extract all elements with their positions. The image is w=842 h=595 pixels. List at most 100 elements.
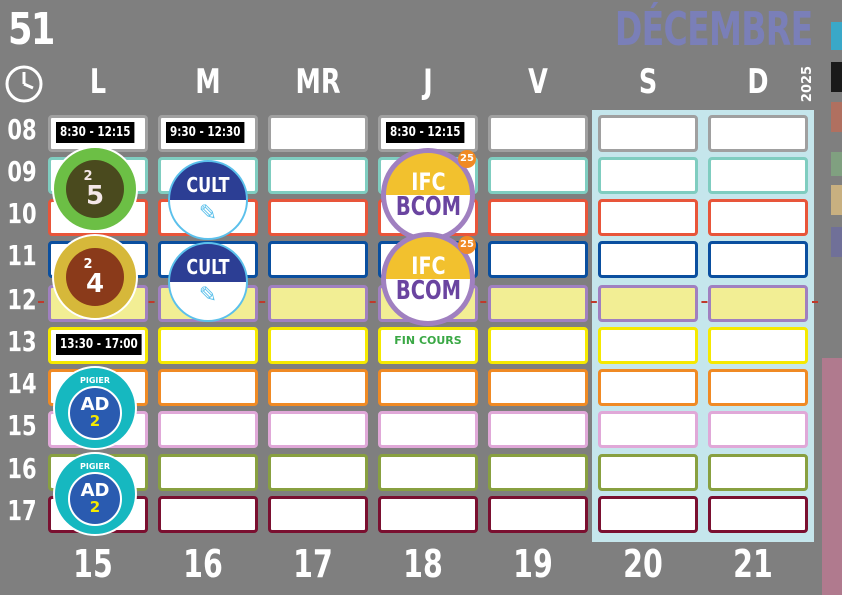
slot-cell[interactable] [158, 496, 258, 533]
badge-school: PIGIER [79, 461, 110, 471]
badge-bottom: 4 [85, 268, 105, 299]
slot-cell[interactable] [598, 157, 698, 194]
slot-cell[interactable] [708, 285, 808, 322]
hour-label: 11 [7, 239, 37, 272]
date-label: 17 [293, 542, 333, 586]
side-bar [822, 358, 842, 595]
slot-cell[interactable] [598, 369, 698, 406]
legend-swatch [831, 62, 842, 92]
time-label: 8:30 - 12:15 [386, 122, 465, 143]
slot-cell[interactable] [708, 199, 808, 236]
badge-num: 2 [89, 412, 101, 430]
slot-cell[interactable] [378, 454, 478, 491]
slot-cell[interactable] [708, 157, 808, 194]
slot-cell[interactable] [598, 285, 698, 322]
slot-cell[interactable] [708, 411, 808, 448]
date-label: 21 [733, 542, 773, 586]
day-header: D [747, 62, 769, 102]
slot-cell[interactable] [268, 241, 368, 278]
badge-ifc-bcom[interactable]: IFC BCOM [381, 148, 475, 242]
slot-cell[interactable] [378, 496, 478, 533]
badge-cult[interactable]: CULT ✎ [168, 160, 248, 240]
slot-cell[interactable] [488, 411, 588, 448]
slot-cell[interactable] [268, 285, 368, 322]
badge-bottom: 5 [85, 180, 105, 211]
slot-cell[interactable] [488, 327, 588, 364]
slot-cell[interactable] [488, 496, 588, 533]
slot-cell[interactable] [598, 327, 698, 364]
hour-label: 13 [7, 325, 37, 358]
date-label: 20 [623, 542, 663, 586]
slot-cell[interactable] [488, 199, 588, 236]
badge-ad2[interactable]: PIGIER AD 2 [53, 366, 137, 450]
hour-label: 16 [7, 452, 37, 485]
badge-label: CULT [186, 255, 230, 279]
badge-bottom: BCOM [395, 192, 461, 222]
slot-cell[interactable] [488, 454, 588, 491]
badge-25[interactable]: 2 5 [52, 146, 138, 232]
badge-top: 2 [83, 256, 93, 272]
slot-cell[interactable] [598, 199, 698, 236]
date-label: 15 [73, 542, 113, 586]
hour-label: 14 [7, 367, 37, 400]
slot-cell[interactable] [268, 327, 368, 364]
slot-cell[interactable] [268, 199, 368, 236]
badge-ifc-bcom[interactable]: IFC BCOM [381, 232, 475, 326]
slot-cell[interactable] [598, 411, 698, 448]
year-label: 2025 [799, 65, 815, 103]
hour-label: 08 [7, 113, 37, 146]
badge-school: PIGIER [79, 375, 110, 385]
edit-icon: ✎ [198, 201, 218, 226]
hour-label: 15 [7, 409, 37, 442]
slot-cell[interactable] [268, 115, 368, 152]
hour-label: 17 [7, 494, 37, 527]
badge-cult[interactable]: CULT ✎ [168, 242, 248, 322]
week-number: 51 [8, 4, 55, 55]
date-label: 16 [183, 542, 223, 586]
day-header: V [528, 62, 548, 102]
slot-cell[interactable] [158, 454, 258, 491]
slot-cell[interactable] [488, 115, 588, 152]
badge-top: 2 [83, 168, 93, 184]
badge-top: IFC [410, 168, 446, 196]
slot-cell[interactable] [488, 285, 588, 322]
slot-cell[interactable] [158, 411, 258, 448]
slot-cell[interactable] [158, 327, 258, 364]
slot-cell[interactable] [488, 369, 588, 406]
day-header: L [89, 62, 107, 102]
fin-cours-note: FIN COURS [394, 334, 462, 347]
slot-cell[interactable] [598, 241, 698, 278]
edit-icon: ✎ [198, 283, 218, 308]
slot-cell[interactable] [708, 369, 808, 406]
slot-cell[interactable] [378, 411, 478, 448]
badge-24[interactable]: 2 4 [52, 234, 138, 320]
badge-main: AD [80, 480, 110, 501]
legend-swatch [831, 22, 842, 50]
slot-cell[interactable] [708, 496, 808, 533]
badge-ad2[interactable]: PIGIER AD 2 [53, 452, 137, 536]
month-title: DÉCEMBRE [614, 2, 812, 56]
slot-cell[interactable] [378, 369, 478, 406]
slot-cell[interactable] [708, 454, 808, 491]
slot-cell[interactable] [598, 496, 698, 533]
slot-cell[interactable] [268, 496, 368, 533]
slot-cell[interactable] [598, 454, 698, 491]
slot-cell[interactable] [598, 115, 698, 152]
time-label: 8:30 - 12:15 [56, 122, 135, 143]
slot-cell[interactable] [488, 157, 588, 194]
badge-main: AD [80, 394, 110, 415]
slot-cell[interactable] [708, 115, 808, 152]
slot-cell[interactable] [268, 157, 368, 194]
slot-cell[interactable] [708, 327, 808, 364]
clock-icon [5, 65, 43, 103]
slot-cell[interactable] [378, 327, 478, 364]
slot-cell[interactable] [268, 454, 368, 491]
legend-swatch [831, 102, 842, 132]
slot-cell[interactable] [488, 241, 588, 278]
slot-cell[interactable] [158, 369, 258, 406]
slot-cell[interactable] [708, 241, 808, 278]
slot-cell[interactable] [268, 411, 368, 448]
badge-bottom: BCOM [395, 276, 461, 306]
hour-label: 12 [7, 283, 37, 316]
slot-cell[interactable] [268, 369, 368, 406]
